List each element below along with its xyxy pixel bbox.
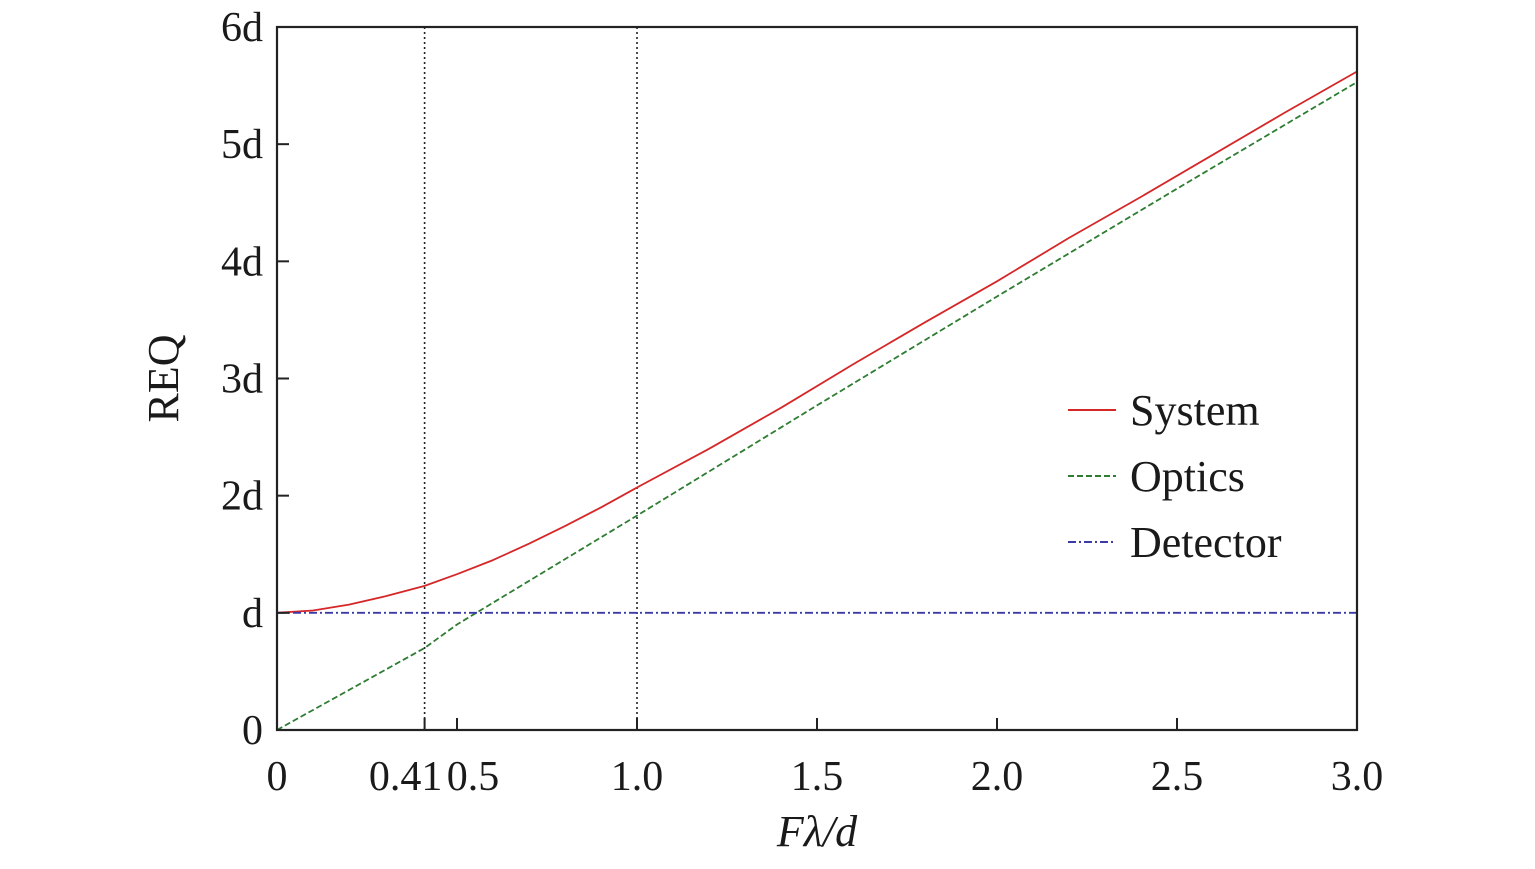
x-tick-label: 1.0 — [611, 754, 664, 800]
y-axis-title: REQ — [139, 334, 188, 422]
legend: System Optics Detector — [1068, 386, 1282, 567]
x-axis: 0 0.41 0.5 1.0 1.5 2.0 2.5 3.0 — [267, 718, 1384, 800]
y-tick-label: 3d — [221, 357, 263, 403]
plot-frame — [275, 25, 1359, 732]
x-tick-label: 0.41 — [369, 754, 443, 800]
x-tick-label: 3.0 — [1331, 754, 1384, 800]
x-tick-label: 0 — [267, 754, 288, 800]
series-system-line — [276, 70, 1358, 614]
series-optics-line — [276, 81, 1358, 731]
legend-label-system: System — [1130, 386, 1260, 435]
x-axis-title: Fλ/d — [776, 807, 858, 856]
y-axis: 0 d 2d 3d 4d 5d 6d — [221, 5, 289, 754]
y-tick-label: 6d — [221, 5, 263, 51]
y-tick-label: 2d — [221, 474, 263, 520]
x-tick-label: 1.5 — [791, 754, 844, 800]
x-tick-label: 2.0 — [971, 754, 1024, 800]
x-tick-label: 0.5 — [447, 754, 500, 800]
x-tick-label: 2.5 — [1151, 754, 1204, 800]
y-tick-label: d — [242, 591, 263, 637]
legend-label-optics: Optics — [1130, 452, 1245, 501]
series-layer — [276, 70, 1358, 731]
y-tick-label: 4d — [221, 239, 263, 285]
legend-label-detector: Detector — [1130, 518, 1282, 567]
y-tick-label: 0 — [242, 708, 263, 754]
y-tick-label: 5d — [221, 122, 263, 168]
